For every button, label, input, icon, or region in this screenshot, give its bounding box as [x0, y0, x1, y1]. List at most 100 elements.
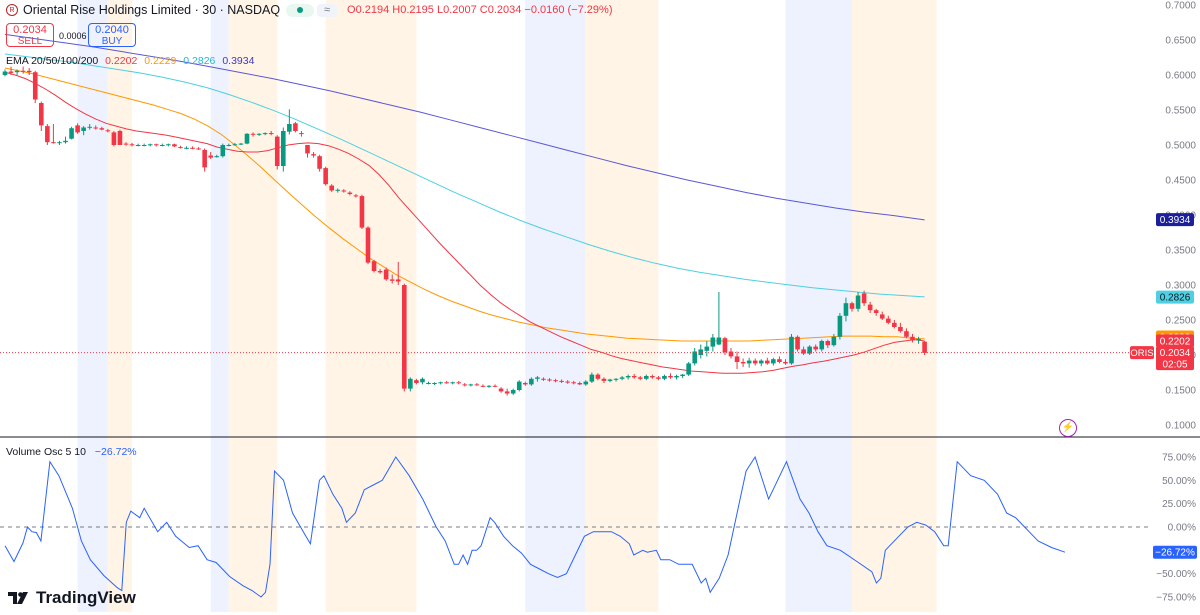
- osc-tick-label: 25.00%: [1162, 499, 1196, 510]
- candle: [365, 226, 371, 264]
- candle-body: [468, 384, 474, 386]
- candle-body: [674, 376, 679, 378]
- candle: [547, 378, 552, 382]
- compare-wave-icon[interactable]: ≈: [317, 3, 338, 17]
- candle: [20, 66, 26, 74]
- candle: [414, 378, 419, 385]
- market-status-icon[interactable]: [286, 3, 315, 17]
- candle: [698, 344, 704, 359]
- buy-button[interactable]: 0.2040 BUY: [88, 23, 136, 47]
- candle-body: [214, 156, 220, 158]
- candle-body: [492, 385, 498, 387]
- session-blue-7: [785, 0, 852, 612]
- sell-button[interactable]: 0.2034 SELL: [6, 23, 54, 47]
- candle-body: [789, 336, 794, 364]
- volume-osc-pane: [0, 455, 1150, 598]
- candle: [480, 384, 486, 388]
- candle-body: [81, 127, 86, 131]
- ema-50-line: [4, 67, 925, 342]
- candle: [268, 131, 274, 136]
- price-tick-label: 0.1000: [1165, 421, 1196, 432]
- candle-body: [341, 190, 347, 192]
- candle-body: [765, 360, 770, 364]
- candle-body: [414, 380, 419, 383]
- ema-legend[interactable]: EMA 20/50/100/200 0.2202 0.2229 0.2826 0…: [6, 55, 254, 67]
- candle: [232, 142, 238, 146]
- candle-body: [123, 143, 129, 145]
- ema-100-value: 0.2826: [183, 55, 216, 67]
- osc-tick-label: 50.00%: [1162, 476, 1196, 487]
- ema-20-path: [4, 71, 925, 374]
- candle-body: [892, 322, 897, 327]
- price-tick-label: 0.1500: [1165, 386, 1196, 397]
- spread-value: 0.0006: [59, 31, 87, 41]
- candle-body: [87, 126, 92, 128]
- session-orange-1: [107, 0, 133, 612]
- candle-body: [516, 381, 522, 390]
- candle: [87, 124, 92, 130]
- candle: [565, 380, 570, 384]
- candle-body: [329, 185, 334, 191]
- candle: [898, 322, 903, 333]
- candle-body: [523, 383, 528, 385]
- lightning-icon[interactable]: ⚡: [1059, 419, 1077, 437]
- candle-body: [335, 189, 341, 191]
- candle: [111, 131, 117, 147]
- candlestick-series[interactable]: [2, 66, 927, 396]
- candle-body: [625, 376, 631, 378]
- candle: [311, 152, 316, 158]
- candle: [256, 133, 262, 136]
- candle-body: [631, 376, 637, 378]
- candle-body: [347, 192, 353, 194]
- session-orange-8: [852, 0, 937, 612]
- ema-100-path: [4, 53, 925, 298]
- symbol-title[interactable]: Oriental Rise Holdings Limited · 30 · NA…: [23, 3, 281, 17]
- candle: [26, 68, 32, 75]
- volume-osc-legend[interactable]: Volume Osc 5 10 −26.72%: [6, 446, 137, 458]
- candle: [281, 127, 286, 172]
- candle: [323, 166, 328, 186]
- sell-label: SELL: [17, 36, 43, 47]
- candle: [105, 128, 111, 133]
- last-price-tag-bg: [1156, 346, 1194, 371]
- candle-body: [746, 360, 752, 364]
- candle-body: [849, 303, 855, 309]
- ohlc-values: O0.2194 H0.2195 L0.2007 C0.2034 −0.0160 …: [347, 4, 613, 16]
- ema-50-value: 0.2229: [144, 55, 177, 67]
- candle: [795, 335, 800, 352]
- candle: [450, 381, 455, 385]
- candle-body: [607, 379, 613, 381]
- price-tick-label: 0.7000: [1165, 1, 1196, 12]
- candle-body: [432, 383, 437, 384]
- candle: [710, 334, 716, 352]
- candle-body: [420, 378, 425, 383]
- candle-body: [371, 261, 377, 271]
- candle: [329, 184, 334, 192]
- candle: [916, 336, 921, 344]
- candle-body: [262, 133, 268, 135]
- candle: [892, 320, 897, 329]
- candle-body: [601, 378, 607, 381]
- candle-body: [377, 271, 383, 273]
- candle: [831, 334, 837, 347]
- candle: [395, 261, 401, 285]
- candle: [601, 377, 607, 383]
- tradingview-mark-icon: [8, 592, 28, 604]
- candle: [879, 311, 885, 320]
- tradingview-logo[interactable]: TradingView: [8, 588, 136, 608]
- session-orange-6: [585, 0, 659, 612]
- candle: [777, 356, 782, 364]
- candle-body: [51, 142, 56, 144]
- candle: [680, 373, 685, 379]
- candle: [305, 145, 310, 158]
- session-orange-3: [228, 0, 278, 612]
- candle-body: [547, 379, 552, 381]
- candle-body: [408, 378, 413, 389]
- candle-body: [105, 130, 111, 132]
- candle-body: [771, 359, 776, 364]
- candle: [813, 344, 818, 352]
- candle-body: [722, 338, 728, 353]
- ema-200-tag-bg: [1156, 213, 1194, 227]
